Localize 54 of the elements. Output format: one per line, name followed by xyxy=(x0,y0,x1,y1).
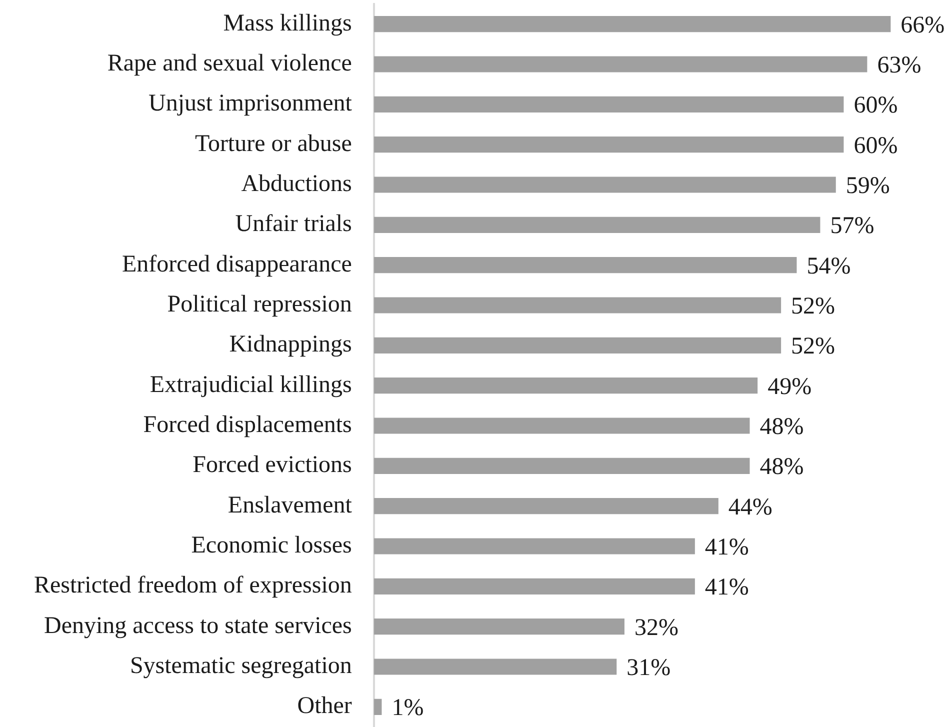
bar xyxy=(374,458,750,474)
bar xyxy=(374,378,758,394)
y-tick-label: Torture or abuse xyxy=(194,130,352,157)
data-label: 31% xyxy=(626,655,671,682)
bar xyxy=(374,618,624,635)
bar xyxy=(374,216,820,233)
bar xyxy=(374,176,836,193)
y-tick-label: Systematic segregation xyxy=(130,653,352,680)
data-label: 52% xyxy=(791,294,836,320)
y-tick-label: Other xyxy=(297,693,352,720)
data-label: 63% xyxy=(877,52,922,79)
bar xyxy=(374,16,891,32)
y-tick-label: Unfair trials xyxy=(235,211,352,238)
bar xyxy=(374,257,797,274)
bar xyxy=(374,698,382,715)
y-tick-label: Enforced disappearance xyxy=(122,251,352,278)
data-label: 44% xyxy=(728,494,772,520)
data-label: 48% xyxy=(760,454,804,480)
y-tick-label: Economic losses xyxy=(191,532,352,559)
data-label: 57% xyxy=(830,213,874,240)
y-tick-label: Unjust imprisonment xyxy=(148,90,352,117)
data-label: 54% xyxy=(806,253,851,280)
y-tick-label: Restricted freedom of expression xyxy=(34,572,352,599)
y-tick-label: Enslavement xyxy=(228,492,352,518)
bar xyxy=(374,297,782,314)
y-tick-label: Mass killings xyxy=(223,10,352,36)
bar xyxy=(374,56,868,72)
data-label: 59% xyxy=(846,173,890,200)
y-tick-label: Kidnappings xyxy=(229,332,352,358)
y-tick-label: Denying access to state services xyxy=(44,612,352,639)
y-tick-label: Abductions xyxy=(241,171,352,198)
y-tick-label: Forced displacements xyxy=(143,412,352,438)
bar xyxy=(374,96,844,112)
data-label: 1% xyxy=(392,695,424,722)
data-label: 60% xyxy=(854,132,898,159)
bar xyxy=(374,136,844,153)
bar xyxy=(374,337,782,354)
data-label: 60% xyxy=(854,92,898,119)
bar xyxy=(374,658,617,675)
bar xyxy=(374,538,695,554)
bar xyxy=(374,498,718,514)
data-label: 48% xyxy=(760,414,804,440)
bar xyxy=(374,418,750,434)
y-tick-label: Rape and sexual violence xyxy=(107,50,352,77)
data-label: 49% xyxy=(768,374,812,400)
data-label: 52% xyxy=(791,334,836,360)
data-label: 66% xyxy=(900,12,945,38)
y-tick-label: Extrajudicial killings xyxy=(150,372,352,398)
data-label: 41% xyxy=(704,574,749,601)
data-label: 32% xyxy=(634,614,678,641)
bar xyxy=(374,578,695,594)
data-label: 41% xyxy=(704,534,749,561)
y-tick-label: Forced evictions xyxy=(192,452,352,478)
y-tick-label: Political repression xyxy=(167,292,352,318)
